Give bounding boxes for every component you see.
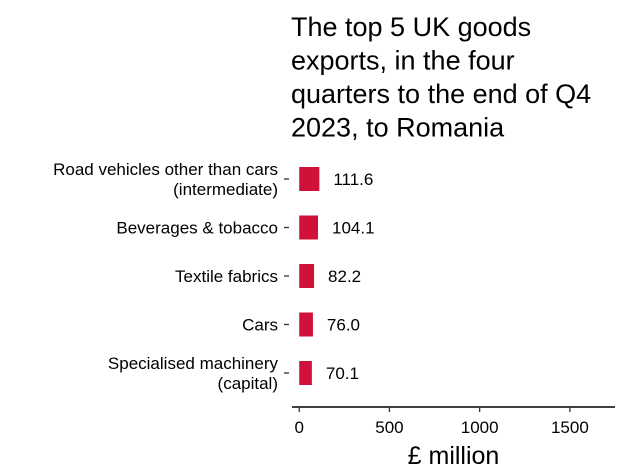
chart-title-line: 2023, to Romania [291,113,505,143]
bars [299,167,320,385]
x-tick-label: 1500 [551,418,589,437]
value-label: 82.2 [328,267,361,286]
bar [299,264,315,288]
value-label: 104.1 [332,219,375,238]
chart-title-line: The top 5 UK goods [291,12,531,42]
bar [299,312,313,337]
category-label: Specialised machinery [108,354,279,373]
x-axis-title: £ million [408,442,500,470]
category-label: Beverages & tobacco [116,219,278,238]
category-axis: Road vehicles other than cars(intermedia… [53,160,289,393]
category-label: (intermediate) [173,180,278,199]
category-label: Road vehicles other than cars [53,160,278,179]
chart-title-line: exports, in the four [291,46,515,76]
bar [299,167,320,191]
bar [299,361,312,385]
category-label: Cars [242,316,278,335]
x-tick-label: 500 [375,418,403,437]
value-label: 111.6 [333,170,373,189]
value-label: 70.1 [326,364,359,383]
category-label: Textile fabrics [175,267,278,286]
chart-title: The top 5 UK goods exports, in the fourqu… [291,12,591,143]
x-tick-label: 0 [294,418,303,437]
x-tick-label: 1000 [461,418,499,437]
category-label: (capital) [218,374,278,393]
bar [299,215,319,240]
x-axis: 0 500 1000 1500 £ million [292,406,615,470]
value-labels: 111.6 104.1 82.2 76.0 70.1 [326,170,375,383]
chart-title-line: quarters to the end of Q4 [291,79,591,109]
value-label: 76.0 [327,316,360,335]
